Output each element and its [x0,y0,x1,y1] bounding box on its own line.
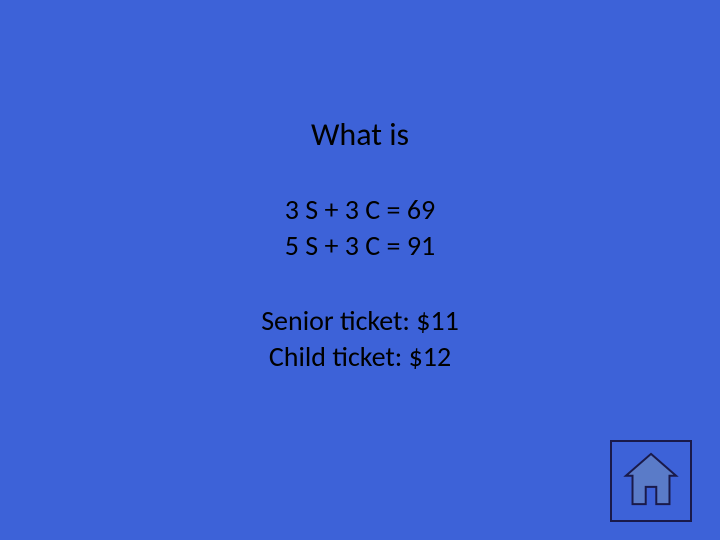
answer-line: Senior ticket: $11 [0,303,720,339]
slide-content: What is 3 S + 3 C = 69 5 S + 3 C = 91 Se… [0,115,720,376]
answer-line: Child ticket: $12 [0,339,720,375]
answers-block: Senior ticket: $11 Child ticket: $12 [0,303,720,376]
equations-block: 3 S + 3 C = 69 5 S + 3 C = 91 [0,192,720,265]
home-button[interactable] [610,440,692,522]
home-icon [618,446,684,517]
slide: What is 3 S + 3 C = 69 5 S + 3 C = 91 Se… [0,0,720,540]
equation-line: 5 S + 3 C = 91 [0,228,720,264]
equation-line: 3 S + 3 C = 69 [0,192,720,228]
heading: What is [0,115,720,154]
